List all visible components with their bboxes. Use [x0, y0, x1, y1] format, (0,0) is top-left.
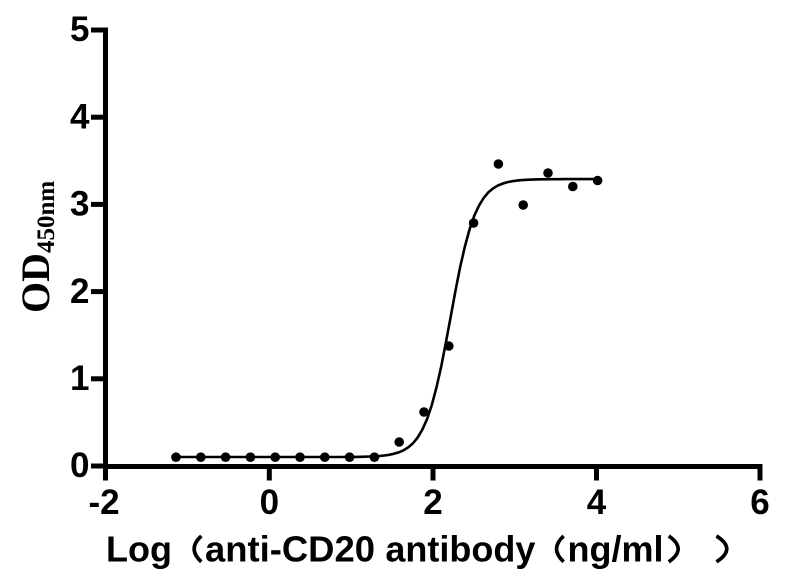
- svg-text:0: 0: [260, 483, 279, 522]
- svg-text:1: 1: [70, 359, 89, 398]
- svg-text:2: 2: [70, 272, 89, 311]
- svg-text:4: 4: [587, 483, 607, 522]
- svg-text:5: 5: [70, 10, 89, 49]
- svg-text:4: 4: [70, 97, 90, 136]
- svg-text:2: 2: [423, 483, 442, 522]
- svg-text:Log: Log: [106, 529, 172, 570]
- svg-text:antibody: antibody: [385, 529, 535, 570]
- svg-text:-2: -2: [88, 483, 119, 522]
- svg-text:ng/ml: ng/ml: [568, 529, 664, 570]
- svg-text:3: 3: [70, 185, 89, 224]
- svg-text:0: 0: [70, 446, 89, 485]
- svg-text:anti-CD20: anti-CD20: [205, 529, 375, 570]
- svg-text:6: 6: [750, 483, 769, 522]
